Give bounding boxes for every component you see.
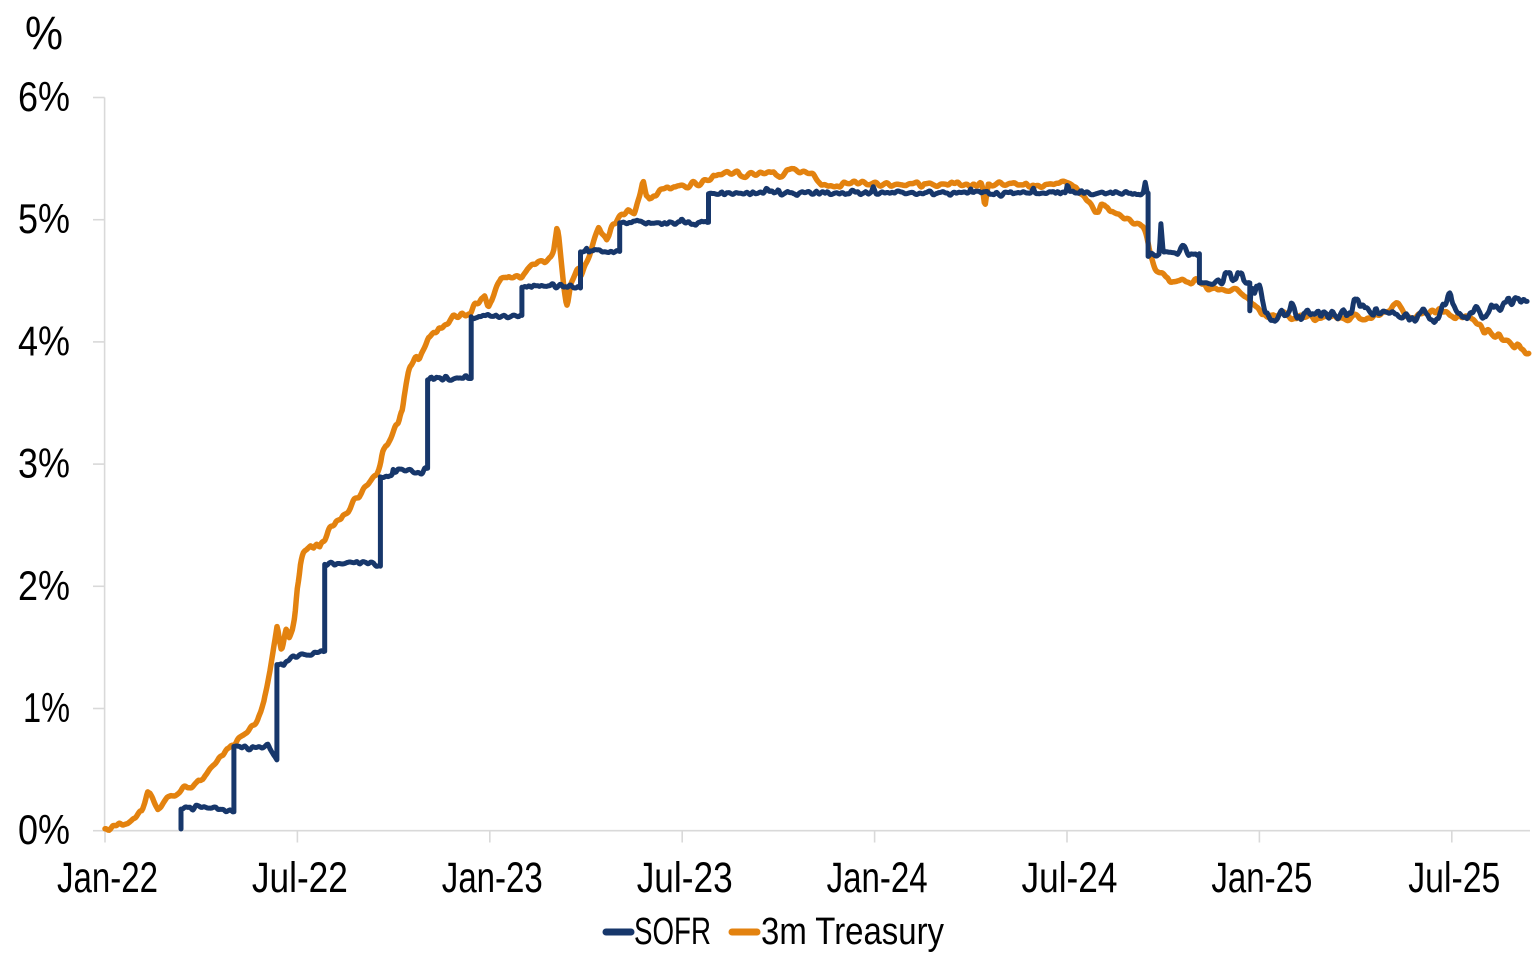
svg-text:Jul-24: Jul-24	[1022, 855, 1118, 902]
svg-text:Jul-22: Jul-22	[252, 855, 348, 902]
svg-text:1%: 1%	[23, 684, 70, 731]
svg-text:Jan-22: Jan-22	[57, 855, 158, 902]
svg-text:6%: 6%	[18, 73, 70, 120]
svg-text:Jan-24: Jan-24	[827, 855, 928, 902]
svg-text:2%: 2%	[18, 562, 70, 609]
svg-text:SOFR: SOFR	[634, 911, 711, 953]
svg-text:4%: 4%	[18, 317, 70, 364]
svg-text:5%: 5%	[18, 195, 70, 242]
svg-text:Jul-25: Jul-25	[1408, 855, 1500, 902]
svg-text:3%: 3%	[18, 440, 70, 487]
svg-text:0%: 0%	[18, 806, 70, 853]
svg-text:%: %	[25, 6, 63, 59]
svg-text:Jan-25: Jan-25	[1211, 855, 1312, 902]
svg-text:Jan-23: Jan-23	[442, 855, 543, 902]
svg-text:3m Treasury: 3m Treasury	[761, 911, 944, 953]
svg-text:Jul-23: Jul-23	[637, 855, 733, 902]
